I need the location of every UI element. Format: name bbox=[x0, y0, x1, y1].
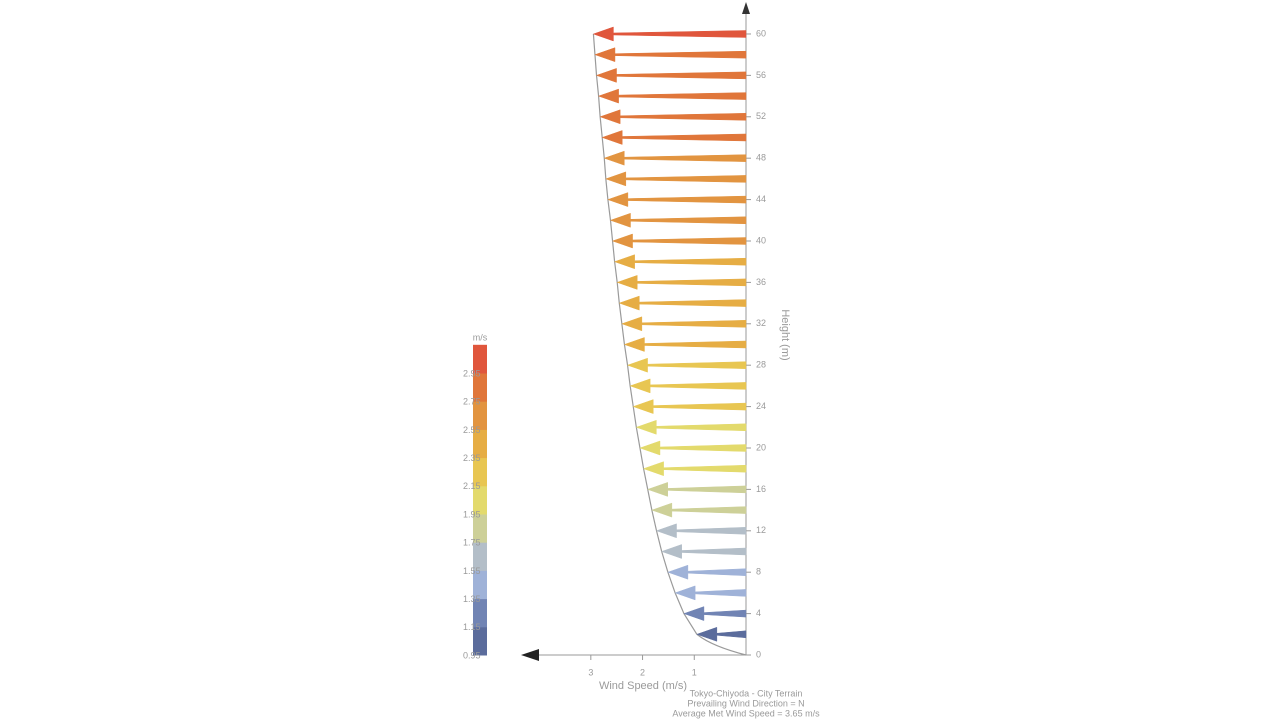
wind-arrow bbox=[632, 399, 747, 414]
x-tick-label: 1 bbox=[692, 667, 697, 677]
y-tick-label: 44 bbox=[756, 194, 766, 204]
wind-arrow bbox=[605, 171, 747, 187]
legend-label: 2.95 bbox=[463, 368, 481, 378]
legend-label: 1.75 bbox=[463, 538, 481, 548]
profile-base bbox=[696, 633, 747, 656]
legend-label: 2.35 bbox=[463, 453, 481, 463]
y-tick-label: 28 bbox=[756, 360, 766, 370]
y-tick-label: 52 bbox=[756, 111, 766, 121]
y-axis-label: Height (m) bbox=[779, 309, 791, 360]
legend-swatch bbox=[473, 542, 487, 571]
legend-swatch bbox=[473, 373, 487, 402]
legend-label: 2.55 bbox=[463, 425, 481, 435]
wind-arrow bbox=[655, 523, 747, 539]
wind-arrow bbox=[616, 275, 747, 290]
legend-swatch bbox=[473, 485, 487, 515]
legend-label: 2.75 bbox=[463, 397, 481, 407]
y-tick-label: 56 bbox=[756, 70, 766, 80]
legend-swatch bbox=[473, 570, 487, 600]
y-tick-label: 0 bbox=[756, 649, 761, 659]
y-axis-arrow bbox=[742, 2, 750, 14]
x-tick-label: 2 bbox=[640, 667, 645, 677]
wind-arrow bbox=[651, 502, 747, 518]
y-tick-label: 24 bbox=[756, 401, 766, 411]
note: Average Met Wind Speed = 3.65 m/s bbox=[672, 708, 820, 718]
y-tick-label: 16 bbox=[756, 484, 766, 494]
wind-arrow bbox=[639, 440, 747, 456]
wind-arrow bbox=[667, 564, 747, 580]
wind-arrow bbox=[601, 130, 747, 145]
wind-arrow bbox=[621, 316, 747, 332]
legend-swatch bbox=[473, 598, 487, 628]
legend-swatch bbox=[473, 401, 487, 430]
y-tick-label: 8 bbox=[756, 567, 761, 577]
wind-arrow bbox=[597, 88, 747, 104]
y-tick-label: 36 bbox=[756, 277, 766, 287]
wind-arrow bbox=[613, 254, 747, 270]
legend-label: 2.15 bbox=[463, 481, 481, 491]
y-tick-label: 12 bbox=[756, 525, 766, 535]
wind-arrow bbox=[618, 295, 747, 311]
y-tick-label: 48 bbox=[756, 153, 766, 163]
y-tick-label: 60 bbox=[756, 28, 766, 38]
legend-swatch bbox=[473, 626, 487, 656]
wind-arrow bbox=[592, 26, 747, 42]
x-tick-label: 3 bbox=[588, 667, 593, 677]
wind-arrow bbox=[696, 626, 747, 642]
wind-arrow bbox=[635, 419, 747, 435]
wind-arrow bbox=[611, 233, 747, 249]
legend-label: 0.95 bbox=[463, 650, 481, 660]
legend-swatch bbox=[473, 429, 487, 459]
profile-curve bbox=[592, 33, 698, 635]
legend-label: 1.55 bbox=[463, 566, 481, 576]
legend-label: 1.95 bbox=[463, 509, 481, 519]
wind-arrow bbox=[603, 150, 747, 166]
x-axis-label: Wind Speed (m/s) bbox=[599, 680, 687, 692]
wind-arrow bbox=[595, 68, 747, 83]
legend-label: 1.35 bbox=[463, 594, 481, 604]
y-tick-label: 20 bbox=[756, 442, 766, 452]
y-tick-label: 40 bbox=[756, 235, 766, 245]
legend-title: m/s bbox=[473, 332, 488, 342]
y-tick-label: 32 bbox=[756, 318, 766, 328]
legend-swatch bbox=[473, 457, 487, 487]
wind-arrow bbox=[629, 378, 747, 394]
wind-arrow bbox=[660, 544, 747, 559]
wind-arrow bbox=[674, 585, 747, 601]
wind-arrow bbox=[683, 606, 747, 621]
y-tick-label: 4 bbox=[756, 608, 761, 618]
wind-arrow bbox=[642, 461, 747, 477]
wind-arrow bbox=[607, 192, 747, 207]
x-axis-arrow bbox=[521, 649, 539, 661]
wind-arrow bbox=[623, 337, 747, 352]
wind-arrow bbox=[594, 47, 747, 63]
legend-swatch bbox=[473, 344, 487, 374]
wind-arrow bbox=[609, 212, 747, 228]
note: Prevailing Wind Direction = N bbox=[687, 698, 804, 708]
wind-arrow bbox=[626, 357, 747, 373]
wind-arrow bbox=[599, 109, 747, 125]
legend-swatch bbox=[473, 514, 487, 543]
legend-label: 1.15 bbox=[463, 622, 481, 632]
note: Tokyo-Chiyoda - City Terrain bbox=[690, 688, 803, 698]
wind-arrow bbox=[646, 482, 747, 497]
